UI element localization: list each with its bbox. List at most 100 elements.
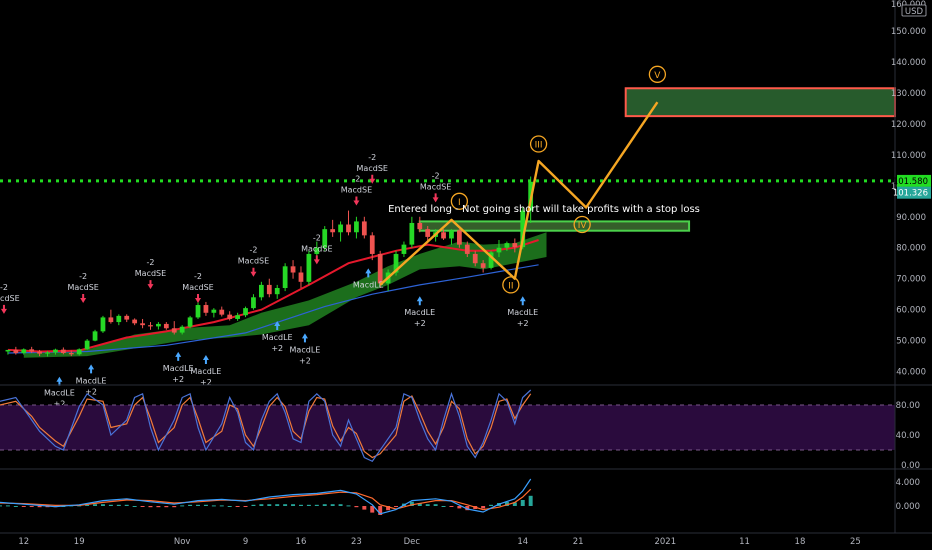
macd-signal-marker: -2 MacdSE (301, 233, 333, 265)
candle (156, 322, 161, 330)
time-tick-label: 21 (573, 537, 584, 547)
signal-up-arrow (416, 296, 423, 306)
price-tick-label: 70.000 (896, 275, 926, 285)
macd-histogram-bar (378, 506, 383, 515)
price-pane[interactable]: -2MacdSE-2MacdSEMacdLE+2MacdLE+2-2MacdSE… (0, 65, 896, 409)
signal-value-label: -2 (432, 171, 440, 180)
candle (258, 281, 264, 301)
macd-signal-marker: MacdLE +2 (163, 351, 194, 384)
candle-body (464, 244, 470, 254)
candle-body (116, 315, 122, 323)
signal-value-label: -2 (352, 174, 360, 183)
candle-body (298, 272, 304, 282)
stochastic-tick-label: 0.00 (901, 461, 920, 471)
macd-histogram-bar (417, 503, 422, 506)
signal-down-arrow (313, 255, 320, 265)
blue-moving-average (7, 264, 539, 354)
candle (140, 318, 145, 329)
candle (338, 221, 343, 242)
stochastic-pane[interactable] (0, 389, 895, 463)
signal-up-arrow (301, 333, 308, 343)
candle-body (425, 229, 431, 237)
macd-histogram-bar (370, 506, 375, 513)
macd-histogram-bar (243, 506, 248, 507)
candle-body (108, 317, 114, 323)
macd-signal-marker: -2 MacdSE (182, 272, 214, 304)
macd-signal-marker: MacdLE +2 (290, 333, 320, 365)
stochastic-tick-label: 40.00 (896, 431, 920, 441)
wave-label-iv[interactable]: IV (573, 215, 591, 234)
candle (37, 349, 42, 357)
wave-label-v[interactable]: V (648, 65, 667, 83)
candle (251, 294, 256, 310)
candle (480, 260, 486, 273)
level-price-badge-text: 101.580 (893, 177, 928, 187)
candle (171, 321, 177, 335)
candle (124, 314, 130, 323)
time-tick-label: 9 (243, 537, 248, 547)
candle-body (235, 315, 240, 319)
macd-histogram-bar (449, 506, 454, 507)
macd-histogram-bar (164, 506, 169, 508)
macd-signal-marker: -2 MacdSE (341, 174, 372, 206)
candle-body (187, 317, 193, 327)
wave-label-i[interactable]: I (450, 192, 469, 210)
candle (45, 351, 50, 357)
candle (441, 229, 446, 240)
signal-value-label: +2 (54, 400, 66, 409)
candle (457, 229, 462, 248)
macd-histogram-bar (481, 506, 486, 509)
signal-down-arrow (369, 174, 376, 184)
signal-up-arrow (88, 364, 95, 374)
candle-body (346, 224, 351, 233)
macd-histogram-bar (93, 504, 98, 506)
macd-histogram-bar (441, 506, 446, 507)
candle (449, 229, 454, 245)
signal-up-arrow (202, 355, 209, 365)
signal-value-label: -2 (194, 272, 202, 281)
currency-label: USD (905, 7, 924, 17)
time-tick-label: 2021 (654, 537, 676, 547)
currency-badge[interactable]: USD (901, 4, 927, 17)
wave-label-text: V (654, 71, 661, 81)
candle-body (29, 349, 35, 352)
time-tick-label: 23 (351, 537, 362, 547)
macd-pane[interactable] (0, 478, 533, 515)
signal-name-label: MacdSE (341, 185, 372, 194)
candle (203, 301, 209, 316)
level-price-badge-bg (897, 174, 931, 187)
macd-histogram-bar (156, 506, 161, 508)
wave-label-ii[interactable]: II (502, 276, 520, 294)
signal-up-arrow (56, 376, 63, 386)
macd-histogram-bar (219, 505, 224, 507)
signal-down-arrow (0, 304, 7, 314)
candle (512, 238, 518, 253)
candle-body (227, 314, 233, 319)
signal-value-label: -2 (249, 246, 257, 255)
signal-name-label: MacdSE (238, 257, 269, 266)
candle (179, 325, 185, 335)
macd-histogram-bar (13, 506, 18, 507)
wave-label-iii[interactable]: III (529, 135, 548, 153)
elliott-wave-path[interactable] (379, 101, 659, 286)
macd-histogram-bar (346, 505, 351, 507)
time-tick-label: 25 (850, 537, 861, 547)
macd-histogram-bar (362, 506, 367, 510)
candle-body (361, 221, 367, 236)
signal-down-arrow (432, 193, 439, 203)
time-tick-label: 16 (296, 537, 307, 547)
candle (322, 226, 328, 251)
candle-body (203, 305, 209, 313)
trade-note-text[interactable]: Entered long - Not going short will take… (388, 204, 700, 215)
macd-histogram-bar (140, 506, 145, 507)
candle-body (282, 266, 288, 288)
candle (84, 339, 90, 350)
candle-body (243, 308, 248, 316)
target-zone-box[interactable] (624, 87, 896, 118)
candle-body (124, 315, 130, 320)
candle (346, 210, 351, 236)
signal-value-label: +2 (299, 356, 311, 365)
macd-histogram-bar (180, 505, 185, 507)
wave-label-circle (573, 215, 591, 234)
